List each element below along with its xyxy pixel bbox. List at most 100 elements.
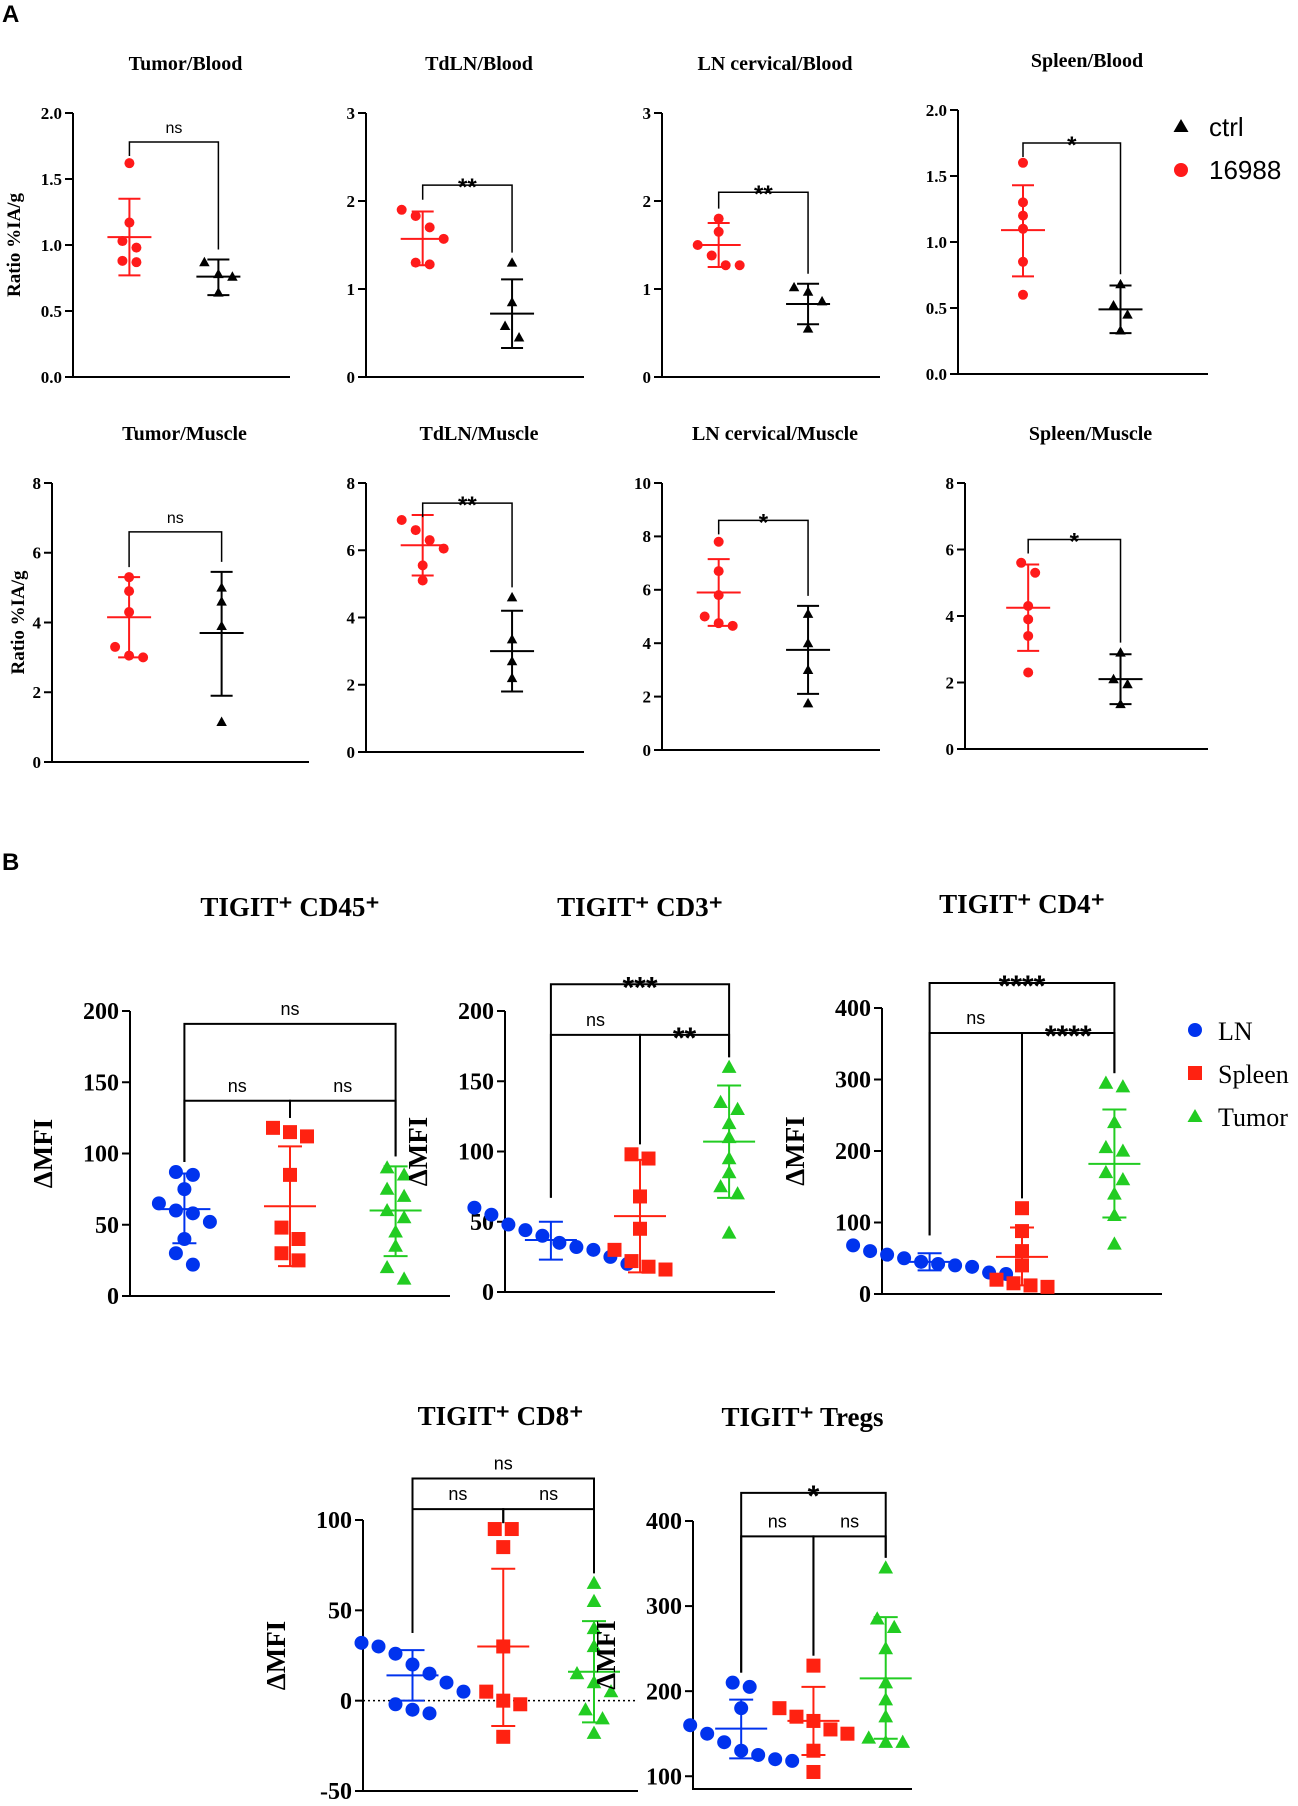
data-point <box>124 586 135 597</box>
data-point <box>496 1639 511 1654</box>
data-point <box>721 1225 737 1239</box>
y-tick-label: 1 <box>643 280 652 299</box>
data-point <box>1107 1236 1122 1250</box>
chart-4: 0 2 4 6 8 Tumor/Muscle Ratio %IA/g ns <box>8 423 309 772</box>
y-tick-label: 0.5 <box>926 299 947 318</box>
data-point <box>216 620 227 631</box>
chart-title: LN cervical/Blood <box>698 53 853 75</box>
significance-label: ns <box>768 1511 787 1531</box>
data-point <box>869 1611 885 1625</box>
chart-3: 0.0 0.5 1.0 1.5 2.0 Spleen/Blood * <box>926 50 1208 384</box>
series-spleen <box>772 1658 855 1779</box>
significance-label: * <box>808 1480 820 1513</box>
y-tick-label: 100 <box>646 1764 682 1790</box>
series-tumor <box>859 1560 912 1748</box>
data-point <box>861 1730 877 1744</box>
y-axis-label: Ratio %IA/g <box>4 193 25 297</box>
data-point <box>506 257 518 267</box>
data-point <box>586 1575 602 1589</box>
data-point <box>410 257 421 268</box>
y-tick-label: 2 <box>946 673 955 692</box>
data-point <box>713 1094 728 1108</box>
data-point <box>846 1238 861 1253</box>
data-point <box>1098 1164 1114 1179</box>
data-point <box>603 1684 619 1698</box>
data-point <box>1018 197 1028 208</box>
significance-bracket: ns <box>183 1076 291 1163</box>
data-point <box>168 1165 183 1180</box>
chart-title: TIGIT⁺ CD45⁺ <box>200 892 379 922</box>
data-point <box>878 1692 894 1706</box>
legend-a-16988-label: 16988 <box>1209 155 1281 185</box>
bracket-line <box>717 519 809 596</box>
data-point <box>1015 1258 1029 1273</box>
y-tick-label: 200 <box>646 1679 682 1705</box>
series-ctrl <box>1098 647 1143 709</box>
y-tick-label: 100 <box>458 1140 494 1166</box>
data-point <box>506 672 518 683</box>
y-tick-label: 400 <box>835 996 871 1022</box>
data-point <box>456 1684 471 1699</box>
y-tick-label: 100 <box>835 1211 871 1237</box>
series-16988 <box>107 158 152 277</box>
data-point <box>396 1271 412 1285</box>
data-point <box>185 1206 200 1221</box>
data-point <box>199 256 210 267</box>
data-point <box>410 210 421 221</box>
significance-bracket: * <box>740 1480 887 1673</box>
data-point <box>802 608 814 618</box>
y-tick-label: 4 <box>643 634 652 653</box>
data-point <box>1122 309 1133 319</box>
series-tumor <box>703 1059 756 1239</box>
y-tick-label: 0.0 <box>41 368 62 387</box>
significance-label: * <box>1070 529 1080 556</box>
data-point <box>424 259 435 270</box>
legend-b-ln-label: LN <box>1218 1017 1253 1046</box>
data-point <box>772 1701 787 1716</box>
y-tick-label: 0 <box>347 368 356 387</box>
data-point <box>721 1165 737 1179</box>
data-point <box>1015 1201 1029 1216</box>
series-ctrl <box>1098 278 1143 335</box>
bracket-line <box>740 1491 887 1673</box>
data-point <box>768 1752 783 1767</box>
y-tick-label: 1.5 <box>41 170 62 189</box>
chart-title: TIGIT⁺ CD3⁺ <box>557 892 723 922</box>
data-point <box>496 1693 511 1708</box>
data-point <box>1023 601 1034 612</box>
y-tick-label: 0 <box>33 753 42 772</box>
data-point <box>496 1540 511 1555</box>
data-point <box>742 1679 757 1694</box>
data-point <box>1015 1224 1029 1239</box>
data-point <box>713 536 724 547</box>
data-point <box>823 1722 838 1737</box>
data-point <box>1015 1244 1029 1259</box>
data-point <box>388 1697 403 1712</box>
data-point <box>1018 210 1028 221</box>
y-tick-label: 0 <box>643 368 652 387</box>
series-tumor <box>1088 1075 1141 1250</box>
data-point <box>578 1702 593 1716</box>
data-point <box>802 323 814 333</box>
bracket-line <box>128 141 220 250</box>
significance-bracket: ns <box>289 1076 397 1157</box>
series-tumor <box>369 1160 422 1285</box>
data-point <box>506 296 518 307</box>
bracket-line <box>549 1033 641 1198</box>
data-point <box>1018 256 1028 267</box>
data-point <box>438 233 449 244</box>
data-point <box>424 222 435 233</box>
data-point <box>692 240 703 250</box>
chart-0: 0.0 0.5 1.0 1.5 2.0 Tumor/Blood Ratio %IA/g ns <box>4 53 290 387</box>
y-tick-label: 0 <box>340 1689 352 1715</box>
data-point <box>713 213 724 224</box>
bracket-line <box>128 531 223 568</box>
data-point <box>700 1726 715 1741</box>
data-point <box>496 1729 511 1744</box>
y-axis-label: ΔMFI <box>261 1621 291 1690</box>
bracket-line <box>1021 1032 1116 1199</box>
data-point <box>110 641 121 652</box>
data-point <box>274 1246 289 1261</box>
data-point <box>633 1189 647 1204</box>
